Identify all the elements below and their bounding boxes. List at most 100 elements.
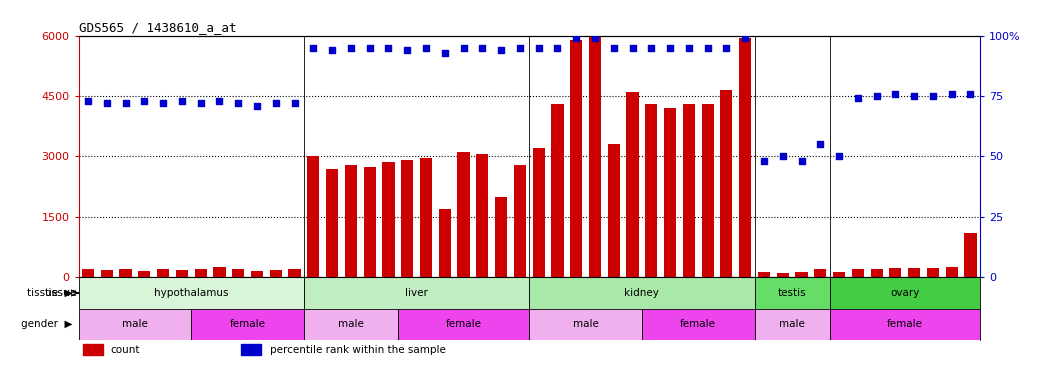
Text: gender  ▶: gender ▶ bbox=[21, 320, 72, 329]
Bar bbox=[79, 277, 304, 309]
Bar bbox=[814, 269, 827, 277]
Bar bbox=[138, 271, 151, 277]
Bar bbox=[269, 270, 282, 277]
Point bbox=[99, 100, 115, 106]
Bar bbox=[288, 269, 301, 277]
Point bbox=[399, 47, 416, 53]
Point bbox=[174, 98, 191, 104]
Bar bbox=[514, 165, 526, 277]
Point bbox=[530, 45, 547, 51]
Bar bbox=[608, 144, 619, 277]
Point bbox=[192, 100, 209, 106]
Bar bbox=[307, 156, 320, 277]
Point bbox=[699, 45, 716, 51]
Bar bbox=[682, 104, 695, 277]
Bar bbox=[758, 272, 770, 277]
Point bbox=[286, 100, 303, 106]
Text: female: female bbox=[445, 320, 481, 329]
Bar bbox=[83, 345, 103, 355]
Bar bbox=[101, 270, 113, 277]
Text: count: count bbox=[110, 345, 139, 355]
Point bbox=[211, 98, 227, 104]
Point bbox=[868, 93, 885, 99]
Text: female: female bbox=[230, 320, 265, 329]
Bar bbox=[195, 269, 206, 277]
Point bbox=[625, 45, 641, 51]
Bar bbox=[646, 104, 657, 277]
Point bbox=[850, 96, 867, 102]
Point bbox=[305, 45, 322, 51]
Point bbox=[117, 100, 134, 106]
Bar bbox=[304, 309, 398, 340]
Bar bbox=[326, 168, 339, 277]
Bar bbox=[830, 277, 980, 309]
Point bbox=[549, 45, 566, 51]
Bar bbox=[176, 270, 188, 277]
Point bbox=[417, 45, 434, 51]
Text: male: male bbox=[779, 320, 805, 329]
Bar bbox=[532, 148, 545, 277]
Bar bbox=[345, 165, 357, 277]
Point bbox=[511, 45, 528, 51]
Point bbox=[943, 91, 960, 97]
Bar bbox=[852, 269, 864, 277]
Text: percentile rank within the sample: percentile rank within the sample bbox=[269, 345, 445, 355]
Point bbox=[774, 153, 791, 159]
Point bbox=[831, 153, 848, 159]
Point bbox=[493, 47, 509, 53]
Text: female: female bbox=[887, 320, 923, 329]
Bar bbox=[398, 309, 529, 340]
Point bbox=[248, 103, 265, 109]
Bar bbox=[701, 104, 714, 277]
Bar bbox=[250, 271, 263, 277]
Bar bbox=[830, 309, 980, 340]
Bar bbox=[777, 273, 789, 277]
Bar bbox=[364, 166, 376, 277]
Bar bbox=[529, 309, 641, 340]
Text: tissue: tissue bbox=[45, 288, 79, 298]
Point bbox=[568, 35, 585, 41]
Point bbox=[267, 100, 284, 106]
Bar bbox=[119, 269, 132, 277]
Point bbox=[343, 45, 359, 51]
Point bbox=[80, 98, 96, 104]
Bar bbox=[664, 108, 676, 277]
Text: male: male bbox=[572, 320, 598, 329]
Point bbox=[887, 91, 903, 97]
Point bbox=[642, 45, 659, 51]
Bar bbox=[641, 309, 755, 340]
Point bbox=[606, 45, 623, 51]
Bar bbox=[739, 38, 751, 277]
Point bbox=[380, 45, 397, 51]
Bar bbox=[439, 209, 451, 277]
Text: male: male bbox=[337, 320, 364, 329]
Point bbox=[793, 158, 810, 164]
Point bbox=[155, 100, 172, 106]
Point bbox=[474, 45, 490, 51]
Bar bbox=[495, 197, 507, 277]
Point bbox=[455, 45, 472, 51]
Bar bbox=[589, 36, 602, 277]
Bar bbox=[755, 309, 830, 340]
Bar bbox=[755, 277, 830, 309]
Bar bbox=[871, 269, 882, 277]
Bar bbox=[157, 269, 169, 277]
Point bbox=[362, 45, 378, 51]
Bar bbox=[890, 268, 901, 277]
Bar bbox=[79, 309, 191, 340]
Point bbox=[324, 47, 341, 53]
Text: female: female bbox=[680, 320, 716, 329]
Bar bbox=[795, 273, 808, 277]
Point bbox=[812, 141, 829, 147]
Bar bbox=[964, 233, 977, 277]
Point bbox=[962, 91, 979, 97]
Point bbox=[436, 50, 453, 55]
Bar bbox=[304, 277, 529, 309]
Point bbox=[661, 45, 678, 51]
Point bbox=[756, 158, 772, 164]
Bar bbox=[457, 152, 470, 277]
Point bbox=[587, 35, 604, 41]
Point bbox=[136, 98, 153, 104]
Point bbox=[718, 45, 735, 51]
Text: male: male bbox=[122, 320, 148, 329]
